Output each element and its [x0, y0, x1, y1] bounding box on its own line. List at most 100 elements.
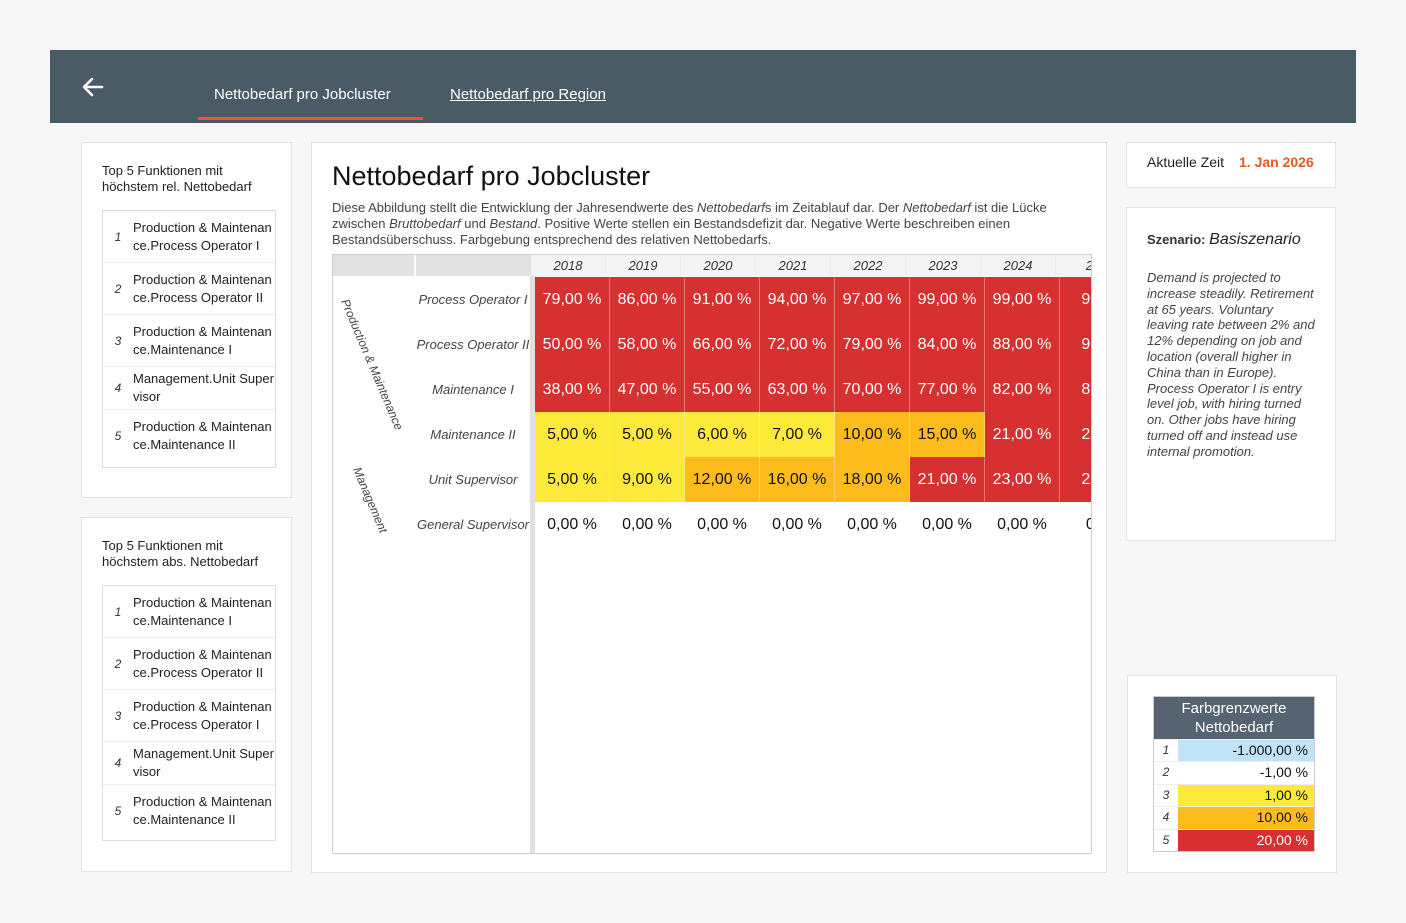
- heatmap-cell[interactable]: 0,0: [1060, 502, 1091, 547]
- heatmap-cell[interactable]: 86,00 %: [610, 277, 685, 322]
- column-header-year: 2023: [906, 255, 981, 276]
- heatmap-cell[interactable]: 6,00 %: [685, 412, 760, 457]
- heatmap-cell[interactable]: 0,00 %: [685, 502, 760, 547]
- description-fragment: Bruttobedarf: [389, 216, 461, 231]
- list-item[interactable]: 2 Production & Maintenance.Process Operat…: [103, 638, 275, 690]
- heatmap-cell[interactable]: 55,00 %: [685, 367, 760, 412]
- heatmap-cell[interactable]: 99,00 %: [910, 277, 985, 322]
- rank-function-name: Production & Maintenance.Process Operato…: [133, 271, 272, 305]
- rank-number: 3: [114, 708, 122, 723]
- heatmap-cell[interactable]: 63,00 %: [760, 367, 835, 412]
- heatmap-cell[interactable]: 0,00 %: [985, 502, 1060, 547]
- legend-row: 2 -1,00 %: [1154, 761, 1314, 784]
- top5-abs-list[interactable]: 1 Production & Maintenance.Maintenance I 2…: [102, 585, 276, 841]
- heatmap-cell[interactable]: 91,00 %: [685, 277, 760, 322]
- heatmap-cell[interactable]: 9,00 %: [610, 457, 685, 502]
- top5-rel-list[interactable]: 1 Production & Maintenance.Process Operat…: [102, 210, 276, 468]
- list-item[interactable]: 4 Management.Unit Supervisor: [103, 367, 275, 410]
- heatmap-cell[interactable]: 58,00 %: [610, 322, 685, 367]
- top5-rel-panel: Top 5 Funktionen mit höchstem rel. Netto…: [81, 142, 292, 498]
- header-cell-function: [416, 255, 530, 276]
- heatmap-cell[interactable]: 0,00 %: [535, 502, 610, 547]
- rank-number: 2: [114, 656, 122, 671]
- heatmap-cell[interactable]: 77,00 %: [910, 367, 985, 412]
- heatmap-cell[interactable]: 0,00 %: [760, 502, 835, 547]
- heatmap-cell[interactable]: 5,00 %: [610, 412, 685, 457]
- description-fragment: Nettobedarf: [902, 200, 971, 215]
- legend-row-number: 3: [1154, 784, 1178, 807]
- heatmap-cell[interactable]: 82,00 %: [985, 367, 1060, 412]
- rank-function-name: Production & Maintenance.Maintenance I: [133, 594, 272, 628]
- heatmap-cell[interactable]: 94,00 %: [760, 277, 835, 322]
- column-header-year: 2018: [531, 255, 606, 276]
- heatmap-cell[interactable]: 26,0: [1060, 412, 1091, 457]
- legend-row-number: 5: [1154, 829, 1178, 851]
- tab-nettobedarf-region[interactable]: Nettobedarf pro Region: [450, 86, 606, 103]
- heatmap-cell[interactable]: 66,00 %: [685, 322, 760, 367]
- heatmap-cell[interactable]: 23,00 %: [985, 457, 1060, 502]
- rank-function-name: Management.Unit Supervisor: [133, 746, 274, 779]
- page-title: Nettobedarf pro Jobcluster: [332, 161, 651, 191]
- legend-row: 5 20,00 %: [1154, 828, 1314, 851]
- heatmap-cell[interactable]: 50,00 %: [535, 322, 610, 367]
- heatmap-cell[interactable]: 0,00 %: [610, 502, 685, 547]
- heatmap-cell[interactable]: 79,00 %: [835, 322, 910, 367]
- heatmap-cell[interactable]: 72,00 %: [760, 322, 835, 367]
- heatmap-cell[interactable]: 15,00 %: [910, 412, 985, 457]
- heatmap-cell[interactable]: 5,00 %: [535, 412, 610, 457]
- heatmap-cell[interactable]: 0,00 %: [835, 502, 910, 547]
- heatmap-cell[interactable]: 79,00 %: [535, 277, 610, 322]
- heatmap-cell[interactable]: 7,00 %: [760, 412, 835, 457]
- list-item[interactable]: 2 Production & Maintenance.Process Operat…: [103, 263, 275, 315]
- heatmap-cell[interactable]: 21,00 %: [910, 457, 985, 502]
- heatmap-cell[interactable]: 27,0: [1060, 457, 1091, 502]
- heatmap-cell[interactable]: 70,00 %: [835, 367, 910, 412]
- heatmap-cell[interactable]: 99,00 %: [985, 277, 1060, 322]
- scenario-name: Basiszenario: [1209, 231, 1301, 248]
- heatmap-cell[interactable]: 88,00 %: [985, 322, 1060, 367]
- list-item[interactable]: 3 Production & Maintenance.Maintenance I: [103, 315, 275, 367]
- row-label-function: Maintenance I: [432, 381, 514, 397]
- column-separator: [530, 276, 535, 853]
- scenario-heading: Szenario: Basiszenario: [1147, 231, 1301, 249]
- description-fragment: und: [460, 216, 490, 231]
- rank-number: 1: [114, 604, 122, 619]
- rank-number: 4: [114, 381, 122, 395]
- time-value: 1. Jan 2026: [1239, 154, 1314, 170]
- heatmap-cell[interactable]: 18,00 %: [835, 457, 910, 502]
- column-header-year: 20: [1056, 255, 1091, 276]
- heatmap-cell[interactable]: 92,0: [1060, 322, 1091, 367]
- rank-number: 4: [114, 756, 122, 770]
- heatmap-cell[interactable]: 38,00 %: [535, 367, 610, 412]
- heatmap-cell[interactable]: 97,00 %: [835, 277, 910, 322]
- scenario-description: Demand is projected to increase steadily…: [1147, 270, 1315, 459]
- heatmap-cell[interactable]: 5,00 %: [535, 457, 610, 502]
- heatmap-cell[interactable]: 47,00 %: [610, 367, 685, 412]
- heatmap-cell[interactable]: 99,0: [1060, 277, 1091, 322]
- heatmap-cell[interactable]: 0,00 %: [910, 502, 985, 547]
- list-item[interactable]: 4 Management.Unit Supervisor: [103, 742, 275, 785]
- heatmap-cell[interactable]: 21,00 %: [985, 412, 1060, 457]
- rank-function-name: Production & Maintenance.Maintenance II: [133, 418, 272, 452]
- tab-nettobedarf-jobcluster[interactable]: Nettobedarf pro Jobcluster: [198, 86, 423, 120]
- legend-row: 3 1,00 %: [1154, 783, 1314, 807]
- heatmap-cell[interactable]: 87,0: [1060, 367, 1091, 412]
- list-item[interactable]: 1 Production & Maintenance.Maintenance I: [103, 586, 275, 638]
- rank-number: 5: [114, 428, 122, 443]
- list-item[interactable]: 5 Production & Maintenance.Maintenance II: [103, 785, 275, 836]
- list-item[interactable]: 5 Production & Maintenance.Maintenance II: [103, 410, 275, 461]
- top-nav-bar: Nettobedarf pro Jobcluster Nettobedarf p…: [50, 50, 1356, 123]
- group-label-production: Production & Maintenance: [338, 297, 407, 433]
- legend-threshold-value: 10,00 %: [1178, 807, 1314, 829]
- heatmap-table[interactable]: 201820192020202120222023202420 Production…: [332, 254, 1092, 854]
- rank-number: 2: [114, 281, 122, 296]
- rank-number: 3: [114, 333, 122, 348]
- heatmap-cell[interactable]: 84,00 %: [910, 322, 985, 367]
- heatmap-cell[interactable]: 16,00 %: [760, 457, 835, 502]
- heatmap-cell[interactable]: 12,00 %: [685, 457, 760, 502]
- list-item[interactable]: 3 Production & Maintenance.Process Operat…: [103, 690, 275, 742]
- main-card: Nettobedarf pro Jobcluster Diese Abbildu…: [311, 142, 1107, 873]
- heatmap-cell[interactable]: 10,00 %: [835, 412, 910, 457]
- list-item[interactable]: 1 Production & Maintenance.Process Operat…: [103, 211, 275, 263]
- back-arrow-icon[interactable]: [80, 74, 110, 104]
